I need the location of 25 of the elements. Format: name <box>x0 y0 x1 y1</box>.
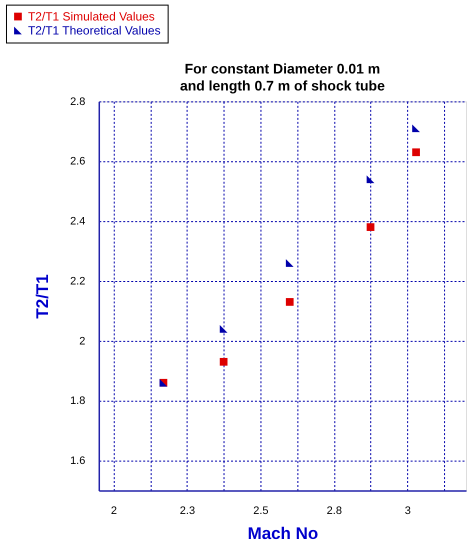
y-axis-title: T2/T1 <box>33 274 52 319</box>
y-tick-label: 2.6 <box>70 156 86 168</box>
x-tick-label: 2 <box>110 504 118 517</box>
x-axis-title: Mach No <box>248 524 318 543</box>
legend-label: T2/T1 Simulated Values <box>28 10 155 24</box>
legend-label: T2/T1 Theoretical Values <box>28 24 161 38</box>
point <box>286 259 294 267</box>
y-tick-label: 2.4 <box>70 216 86 228</box>
text: and length 0.7 m of shock tube <box>180 77 385 94</box>
point <box>366 223 374 231</box>
y-tick-label: 2.8 <box>70 96 86 108</box>
y-tick-label: 2.2 <box>70 275 86 288</box>
point <box>220 358 228 366</box>
x-tick-label: 2.8 <box>326 504 342 517</box>
point <box>286 298 294 306</box>
x-tick-label: 2.5 <box>253 504 268 517</box>
y-tick-label: 2 <box>79 335 86 348</box>
point <box>412 124 420 132</box>
point <box>366 175 374 184</box>
text: For constant Diameter 0.01 m <box>184 60 380 76</box>
x-tick-label: 2.3 <box>180 504 196 517</box>
y-tick-label: 1.6 <box>70 455 86 468</box>
y-tick-label: 1.8 <box>70 395 86 408</box>
x-tick-label: 3 <box>404 504 411 517</box>
point <box>412 148 420 156</box>
